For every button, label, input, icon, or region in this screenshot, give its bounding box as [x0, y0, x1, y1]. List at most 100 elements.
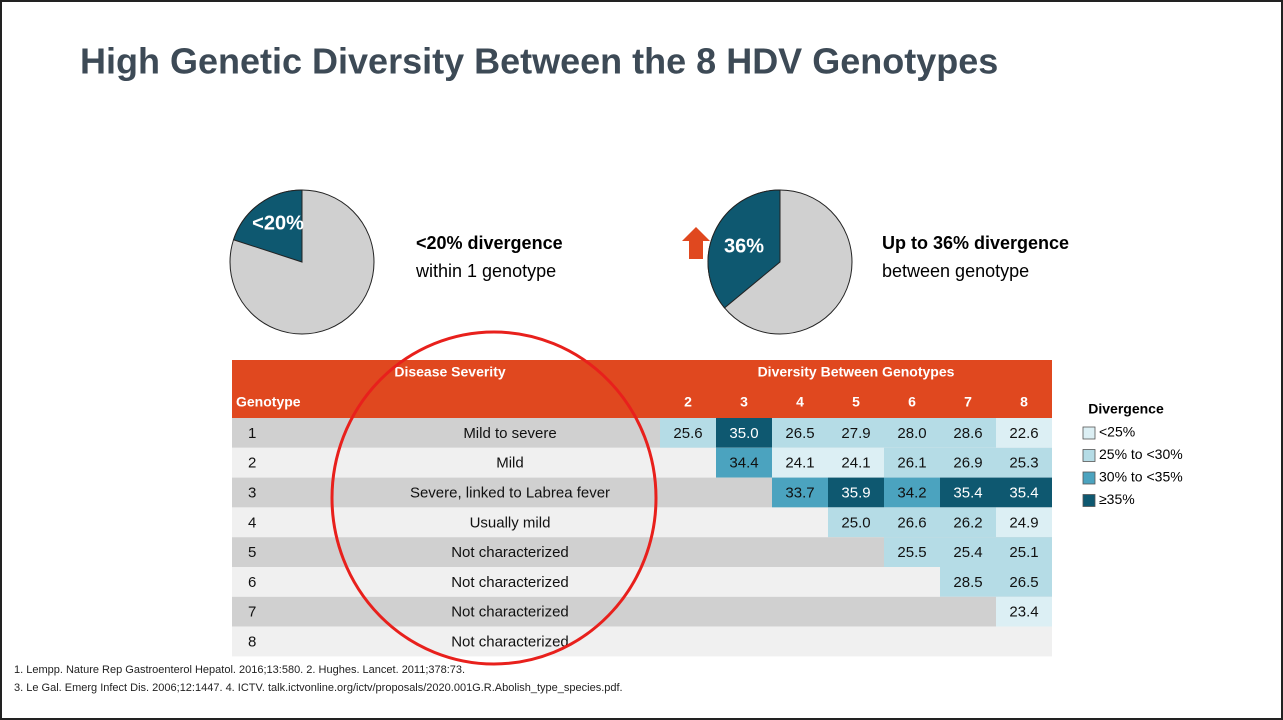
diversity-cell	[996, 537, 1052, 567]
diversity-value: 24.9	[1009, 514, 1038, 531]
legend-label: ≥35%	[1099, 491, 1135, 507]
table-row	[232, 626, 1052, 657]
footnote: 1. Lempp. Nature Rep Gastroenterol Hepat…	[14, 664, 465, 676]
diversity-value: 24.1	[785, 455, 814, 472]
diversity-value: 25.0	[841, 514, 870, 531]
genotype-cell: 4	[248, 514, 256, 531]
header-cell: Disease Severity	[394, 364, 506, 380]
diversity-cell	[716, 418, 772, 448]
header-cell: Genotype	[236, 394, 301, 410]
diversity-cell	[884, 537, 940, 567]
diversity-value: 28.5	[953, 574, 982, 591]
diversity-cell	[940, 418, 996, 448]
diversity-cell	[996, 418, 1052, 448]
severity-cell: Mild	[496, 455, 524, 472]
diversity-cell	[996, 507, 1052, 538]
header-cell: 5	[852, 394, 860, 410]
diversity-cell	[940, 507, 996, 538]
diversity-value: 25.4	[953, 544, 982, 561]
diversity-cell	[828, 447, 884, 478]
diversity-value: 28.0	[897, 425, 926, 442]
diversity-value: 26.1	[897, 455, 926, 472]
legend-label: 25% to <30%	[1099, 446, 1183, 462]
diversity-value: 25.6	[673, 425, 702, 442]
diversity-cell	[996, 447, 1052, 478]
diversity-cell	[884, 418, 940, 448]
diversity-cell	[828, 418, 884, 448]
header-cell: 4	[796, 394, 804, 410]
diversity-value: 35.4	[953, 484, 982, 501]
header-cell: 6	[908, 394, 916, 410]
diversity-value: 25.5	[897, 544, 926, 561]
diversity-cell	[996, 567, 1052, 597]
table-row	[232, 596, 1052, 627]
severity-cell: Not characterized	[451, 604, 569, 621]
diversity-cell	[996, 477, 1052, 508]
genotype-cell: 8	[248, 633, 256, 650]
legend-label: 30% to <35%	[1099, 469, 1183, 485]
pie-caption: between genotype	[882, 261, 1029, 281]
diversity-value: 35.4	[1009, 484, 1038, 501]
diversity-cell	[940, 447, 996, 478]
legend-swatch	[1082, 426, 1096, 440]
genotype-cell: 2	[248, 455, 256, 472]
diversity-value: 33.7	[785, 484, 814, 501]
diversity-cell	[884, 447, 940, 478]
pie-slice	[707, 189, 781, 309]
pie-slice	[232, 189, 303, 263]
diversity-cell	[772, 477, 828, 508]
diversity-cell	[772, 418, 828, 448]
diversity-value: 26.6	[897, 514, 926, 531]
genotype-cell: 1	[248, 425, 256, 442]
severity-cell: Not characterized	[451, 574, 569, 591]
diversity-cell	[940, 537, 996, 567]
pie-heading: <20% divergence	[416, 233, 563, 253]
diversity-value: 35.0	[729, 425, 758, 442]
diversity-cell	[772, 447, 828, 478]
diversity-value: 25.3	[1009, 455, 1038, 472]
diversity-cell	[884, 477, 940, 508]
header-cell: 7	[964, 394, 972, 410]
diversity-cell	[940, 477, 996, 508]
diversity-cell	[884, 507, 940, 538]
genotype-cell: 3	[248, 484, 256, 501]
slide-title: High Genetic Diversity Between the 8 HDV…	[80, 41, 998, 82]
diversity-value: 25.1	[1009, 544, 1038, 561]
diversity-value: 22.6	[1009, 425, 1038, 442]
diversity-value: 28.6	[953, 425, 982, 442]
severity-cell: Not characterized	[451, 633, 569, 650]
pie-label: <20%	[252, 212, 304, 234]
diversity-value: 23.4	[1009, 604, 1038, 621]
table-header	[232, 360, 1052, 418]
diversity-value: 24.1	[841, 455, 870, 472]
legend-swatch	[1082, 494, 1096, 507]
diversity-value: 34.4	[729, 455, 758, 472]
genotype-cell: 7	[248, 604, 256, 621]
footnote: 3. Le Gal. Emerg Infect Dis. 2006;12:144…	[14, 682, 623, 694]
header-cell: 3	[740, 394, 748, 410]
severity-cell: Mild to severe	[463, 425, 556, 442]
diversity-value: 35.9	[841, 484, 870, 501]
header-cell: 8	[1020, 394, 1028, 410]
legend-label: <25%	[1099, 424, 1135, 440]
severity-cell: Severe, linked to Labrea fever	[410, 484, 610, 501]
diversity-value: 34.2	[897, 484, 926, 501]
legend-swatch	[1082, 449, 1096, 462]
diversity-value: 27.9	[841, 425, 870, 442]
highlight-circle	[330, 330, 658, 666]
diversity-value: 26.2	[953, 514, 982, 531]
table-row	[232, 567, 1052, 597]
diversity-value: 26.5	[785, 425, 814, 442]
legend-swatch	[1082, 471, 1096, 485]
diversity-cell	[996, 596, 1052, 627]
diversity-value: 26.9	[953, 455, 982, 472]
diversity-cell	[660, 418, 716, 448]
severity-cell: Usually mild	[470, 514, 551, 531]
diversity-cell	[828, 507, 884, 538]
diversity-cell	[828, 477, 884, 508]
pie-heading: Up to 36% divergence	[882, 233, 1069, 253]
pie-label: 36%	[724, 235, 764, 257]
severity-cell: Not characterized	[451, 544, 569, 561]
legend-title: Divergence	[1088, 401, 1164, 417]
